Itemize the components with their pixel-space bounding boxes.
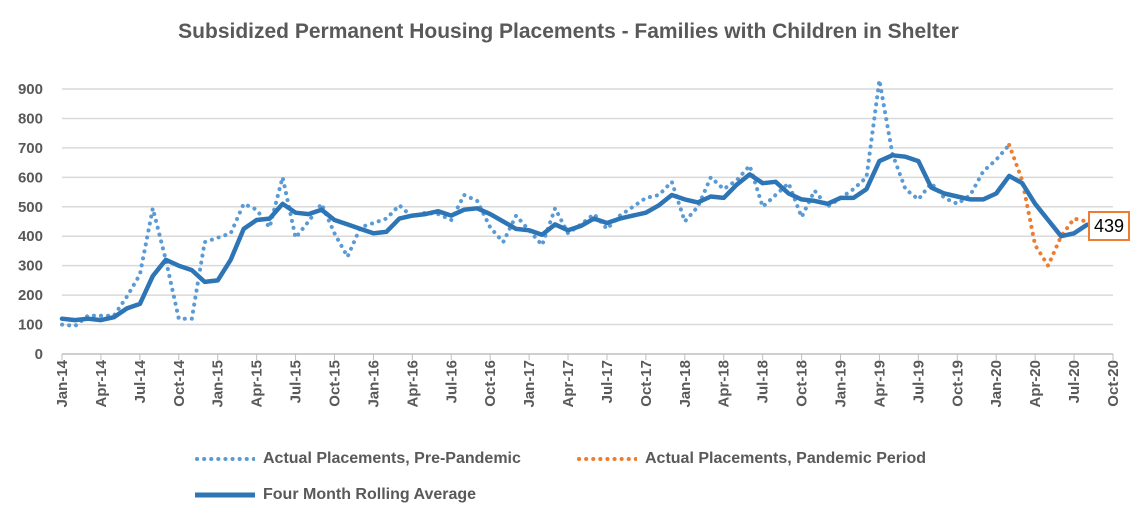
- x-tick-label: Oct-19: [949, 360, 966, 407]
- x-tick-label: Apr-20: [1027, 360, 1044, 408]
- x-tick-label: Oct-18: [794, 360, 811, 407]
- x-tick-label: Jul-20: [1066, 360, 1083, 403]
- x-tick-label: Oct-20: [1105, 360, 1122, 407]
- legend-label: Actual Placements, Pre-Pandemic: [263, 450, 521, 467]
- chart-title: Subsidized Permanent Housing Placements …: [178, 20, 959, 43]
- x-tick-label: Jan-18: [677, 360, 694, 408]
- x-tick-label: Oct-14: [171, 359, 188, 406]
- legend-item-rolling-average: Four Month Rolling Average: [195, 486, 476, 504]
- y-tick-label: 200: [18, 287, 43, 304]
- legend-label: Four Month Rolling Average: [263, 486, 477, 503]
- legend-swatch-rolling-average: [195, 492, 255, 498]
- x-tick-label: Jan-15: [210, 360, 227, 408]
- legend-item-pandemic: Actual Placements, Pandemic Period: [577, 450, 926, 468]
- y-tick-label: 300: [18, 258, 43, 275]
- legend-swatch-pre-pandemic: [195, 457, 255, 461]
- x-tick-label: Oct-15: [326, 360, 343, 407]
- y-tick-label: 800: [18, 110, 43, 127]
- x-tick-label: Jan-20: [988, 360, 1005, 408]
- y-tick-label: 900: [18, 81, 43, 98]
- x-tick-label: Apr-17: [560, 360, 577, 408]
- x-tick-label: Apr-19: [871, 360, 888, 408]
- x-tick-label: Jan-17: [521, 360, 538, 408]
- legend-item-pre-pandemic: Actual Placements, Pre-Pandemic: [195, 450, 521, 468]
- x-tick-label: Jul-18: [755, 360, 772, 403]
- legend-label: Actual Placements, Pandemic Period: [645, 450, 926, 467]
- x-tick-label: Apr-14: [93, 359, 110, 407]
- series-line-actual-placements-pandemic-period: [1007, 142, 1089, 268]
- y-tick-label: 700: [18, 140, 43, 157]
- x-tick-label: Jul-15: [288, 360, 305, 403]
- x-tick-label: Oct-17: [638, 360, 655, 407]
- x-tick-label: Apr-18: [716, 360, 733, 408]
- y-tick-label: 400: [18, 228, 43, 245]
- x-tick-label: Apr-16: [404, 360, 421, 408]
- y-tick-label: 600: [18, 169, 43, 186]
- x-tick-label: Jul-16: [443, 360, 460, 403]
- x-tick-label: Apr-15: [249, 360, 266, 408]
- y-tick-label: 500: [18, 199, 43, 216]
- series-line-four-month-rolling-average: [59, 153, 1090, 323]
- x-tick-label: Jul-14: [132, 359, 149, 403]
- series-line-actual-placements-pre-pandemic: [60, 78, 1012, 328]
- x-tick-label: Oct-16: [482, 360, 499, 407]
- x-tick-label: Jan-19: [833, 360, 850, 408]
- x-tick-label: Jan-16: [365, 360, 382, 408]
- x-tick-label: Jul-19: [910, 360, 927, 403]
- y-tick-label: 100: [18, 317, 43, 334]
- legend-swatch-pandemic: [577, 457, 637, 461]
- y-tick-label: 0: [35, 346, 43, 363]
- x-tick-label: Jul-17: [599, 360, 616, 403]
- x-tick-label: Jan-14: [54, 359, 71, 407]
- data-label-439: 439: [1088, 211, 1130, 241]
